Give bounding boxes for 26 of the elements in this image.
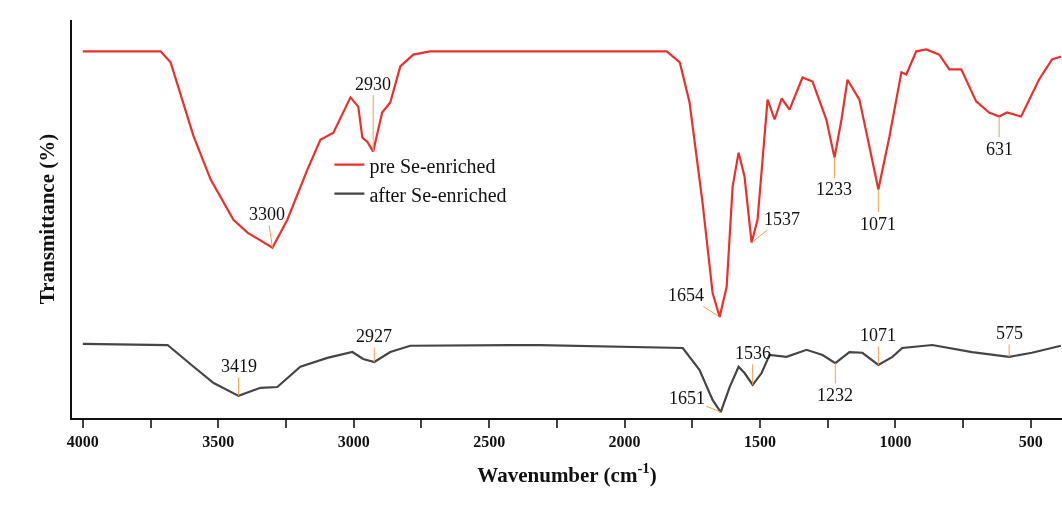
- annotation: 3419: [221, 356, 257, 376]
- legend-label: pre Se-enriched: [369, 154, 496, 178]
- annotation: 631: [986, 139, 1013, 159]
- legend-label: after Se-enriched: [369, 183, 507, 206]
- x-tick-label: 2500: [473, 433, 506, 451]
- annotation: 1654: [668, 285, 704, 305]
- annotation: 1233: [816, 179, 852, 199]
- annotation: 2930: [355, 74, 391, 94]
- annotation: 3300: [249, 204, 285, 224]
- x-tick-label: 1500: [743, 433, 776, 451]
- x-tick-label: 4000: [66, 433, 99, 451]
- x-tick-label: 1000: [879, 433, 912, 451]
- annotation: 1232: [817, 385, 853, 405]
- y-axis-title: Transmittance (%): [34, 133, 59, 305]
- x-tick-label: 500: [1018, 433, 1043, 451]
- x-axis-title: Wavenumber (cm$^{-1}$): [477, 460, 657, 487]
- annotation: 1651: [669, 388, 705, 408]
- annotation: 1536: [735, 343, 771, 363]
- annotation: 1071: [860, 214, 896, 234]
- x-tick-label: 2000: [608, 433, 641, 451]
- annotation: 1071: [860, 325, 896, 345]
- annotation: 2927: [356, 326, 392, 346]
- annotation: 575: [996, 323, 1023, 343]
- x-tick-label: 3000: [337, 433, 370, 451]
- annotation: 1537: [764, 209, 800, 229]
- x-tick-label: 3500: [202, 433, 235, 451]
